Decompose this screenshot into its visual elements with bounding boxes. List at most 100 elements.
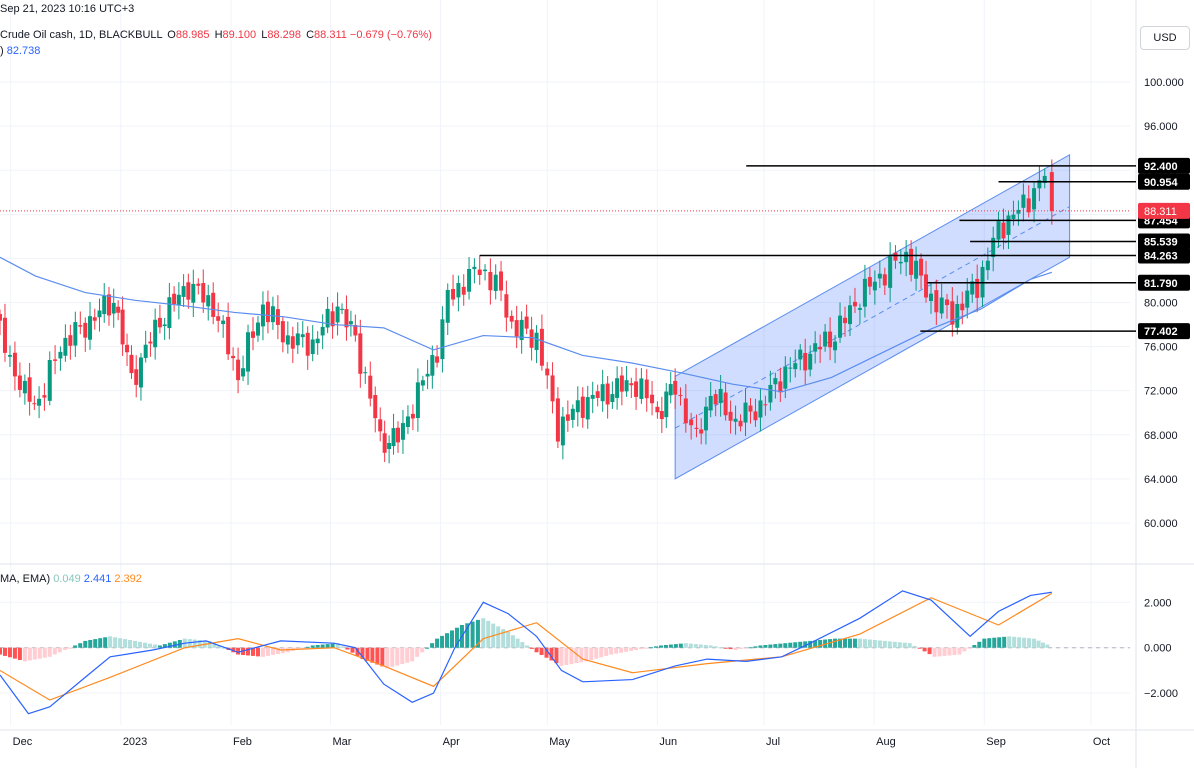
candle-body [828, 331, 833, 348]
close-value: 88.311 [314, 29, 347, 41]
candle-body [699, 429, 704, 434]
candle-body [991, 237, 996, 257]
macd-histogram-bar [758, 645, 763, 648]
price-tick-label: 64.000 [1144, 474, 1178, 486]
candle-body [330, 311, 335, 327]
price-tick-label: 96.000 [1144, 121, 1178, 133]
macd-histogram-bar [877, 640, 882, 648]
macd-histogram-bar [1027, 638, 1032, 648]
time-tick-label: May [549, 736, 570, 748]
macd-histogram-bar [599, 647, 604, 658]
macd-histogram-bar [937, 647, 942, 657]
macd-histogram-bar [534, 647, 539, 653]
macd-tick-label: −2.000 [1144, 688, 1178, 700]
candle-body [430, 355, 435, 376]
candle-body [181, 286, 186, 297]
ma-legend-label: ) [0, 45, 4, 57]
candle-body [335, 306, 340, 323]
macd-histogram-bar [405, 647, 410, 663]
candle-body [378, 419, 383, 432]
macd-histogram-bar [1007, 636, 1012, 648]
price-tick-label: 60.000 [1144, 518, 1178, 530]
candle-body [644, 379, 649, 399]
candle-body [590, 394, 595, 399]
candle-body [872, 281, 877, 291]
macd-histogram-bar [1045, 644, 1050, 648]
close-label: C [306, 29, 315, 41]
candle-body [344, 309, 349, 328]
candle-body [58, 351, 63, 359]
level-tag-label: 92.400 [1144, 161, 1178, 173]
macd-histogram-bar [987, 638, 992, 648]
macd-histogram-bar [907, 643, 912, 648]
candle-body [694, 427, 699, 429]
candle-body [53, 359, 58, 361]
candle-body [1011, 214, 1016, 219]
macd-histogram-bar [753, 646, 758, 648]
macd-histogram-bar [365, 647, 370, 661]
macd-histogram-bar [440, 635, 445, 648]
macd-histogram-bar [947, 647, 952, 656]
macd-histogram-bar [385, 647, 390, 669]
time-tick-label: Sep [986, 736, 1006, 748]
candle-body [22, 380, 27, 394]
macd-histogram-bar [982, 638, 987, 648]
macd-histogram-bar [902, 642, 907, 648]
macd-histogram-bar [713, 646, 718, 648]
macd-histogram-bar [355, 647, 360, 656]
candle-body [524, 316, 529, 329]
candle-body [7, 355, 12, 357]
candle-body [111, 302, 116, 314]
candle-body [493, 274, 498, 291]
macd-histogram-bar [733, 647, 738, 650]
macd-histogram-bar [962, 647, 967, 652]
candle-body [985, 260, 990, 271]
macd-legend: MA, EMA) 0.049 2.441 2.392 [0, 573, 142, 585]
currency-button[interactable]: USD [1140, 26, 1190, 50]
candle-body [639, 378, 644, 399]
macd-histogram-bar [113, 637, 118, 648]
candle-body [519, 319, 524, 341]
macd-histogram-bar [718, 647, 723, 649]
candle-body [743, 402, 748, 423]
macd-histogram-bar [589, 647, 594, 660]
macd-histogram-bar [481, 618, 486, 648]
price-tick-label: 100.000 [1144, 77, 1184, 89]
candle-body [387, 442, 392, 450]
time-tick-label: Dec [13, 736, 33, 748]
price-tick-label: 68.000 [1144, 430, 1178, 442]
macd-histogram-bar [486, 620, 491, 648]
macd-histogram-bar [922, 647, 927, 652]
candle-body [353, 324, 358, 336]
macd-histogram-bar [236, 647, 241, 655]
macd-histogram-bar [773, 644, 778, 648]
candle-body [420, 380, 425, 386]
candle-body [748, 405, 753, 412]
candle-body [813, 343, 818, 352]
macd-histogram-bar [549, 647, 554, 661]
candle-body [275, 309, 280, 325]
candle-body [47, 360, 52, 401]
candle-body [975, 278, 980, 298]
macd-histogram-bar [1032, 638, 1037, 648]
macd-signal-value: 2.392 [114, 573, 142, 585]
macd-histogram-bar [594, 647, 599, 659]
candle-body [960, 303, 965, 311]
macd-histogram-bar [653, 646, 658, 648]
candle-body [106, 294, 111, 316]
macd-histogram-bar [882, 640, 887, 648]
candle-body [678, 395, 683, 397]
candle-body [605, 383, 610, 405]
macd-histogram-bar [147, 643, 152, 648]
macd-histogram-bar [138, 641, 143, 648]
macd-histogram-bar [668, 644, 673, 648]
level-tag-label: 85.539 [1144, 236, 1178, 248]
macd-histogram-bar [997, 637, 1002, 648]
candle-body [451, 288, 456, 300]
macd-histogram-bar [345, 647, 350, 650]
macd-histogram-bar [454, 627, 459, 648]
macd-histogram-bar [515, 638, 520, 648]
candle-body [368, 375, 373, 399]
macd-histogram-bar [425, 647, 430, 649]
